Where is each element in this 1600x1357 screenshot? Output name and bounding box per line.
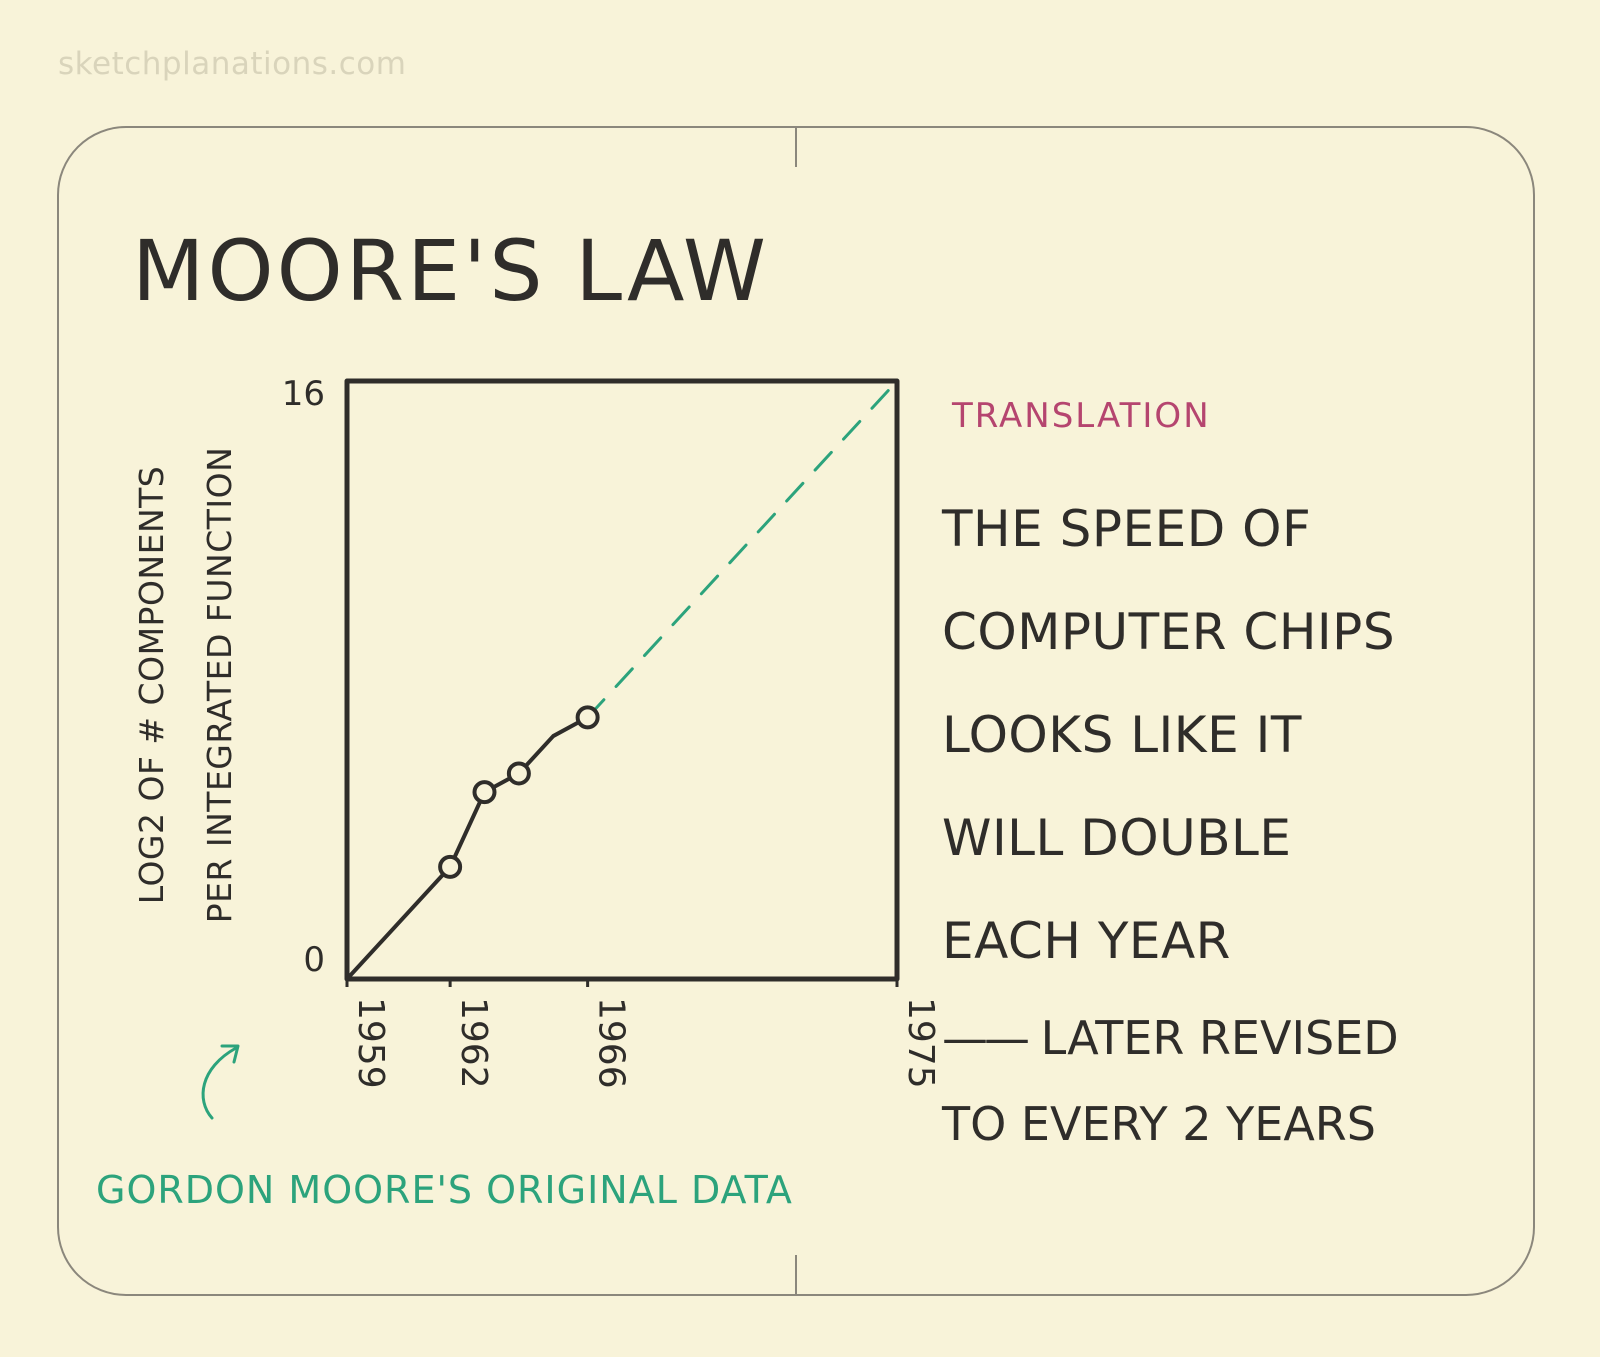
page-title: Moore's Law xyxy=(132,222,769,320)
x-tick-label: 1962 xyxy=(453,997,494,1089)
projection-line xyxy=(586,379,899,719)
footnote: Gordon Moore's original data xyxy=(96,1168,793,1212)
y-tick-label: 16 xyxy=(282,374,325,414)
y-tick-label: 0 xyxy=(303,940,325,980)
data-point xyxy=(472,780,497,805)
data-point xyxy=(506,761,531,786)
translation-heading: Translation xyxy=(952,396,1211,436)
translation-line: looks like it xyxy=(942,706,1302,764)
plot-frame xyxy=(344,378,900,982)
revision-dash: —— xyxy=(942,1011,1030,1065)
revision-line: Later revised xyxy=(1040,1011,1399,1065)
x-tick-label: 1975 xyxy=(900,997,941,1089)
data-point xyxy=(575,705,600,730)
translation-line: will double xyxy=(942,809,1292,867)
data-point xyxy=(438,854,463,879)
data-line xyxy=(345,715,590,981)
translation-line: The speed of xyxy=(942,500,1312,558)
revision-note: —— Later revised to every 2 years xyxy=(942,995,1399,1167)
x-tick-label: 1959 xyxy=(350,997,391,1089)
watermark: sketchplanations.com xyxy=(58,46,407,82)
translation-line: computer chips xyxy=(942,603,1396,661)
translation-line: each year xyxy=(942,912,1231,970)
revision-line: to every 2 years xyxy=(942,1097,1376,1151)
translation-text: The speed of computer chips looks like i… xyxy=(942,478,1395,993)
x-tick-label: 1966 xyxy=(591,997,632,1089)
